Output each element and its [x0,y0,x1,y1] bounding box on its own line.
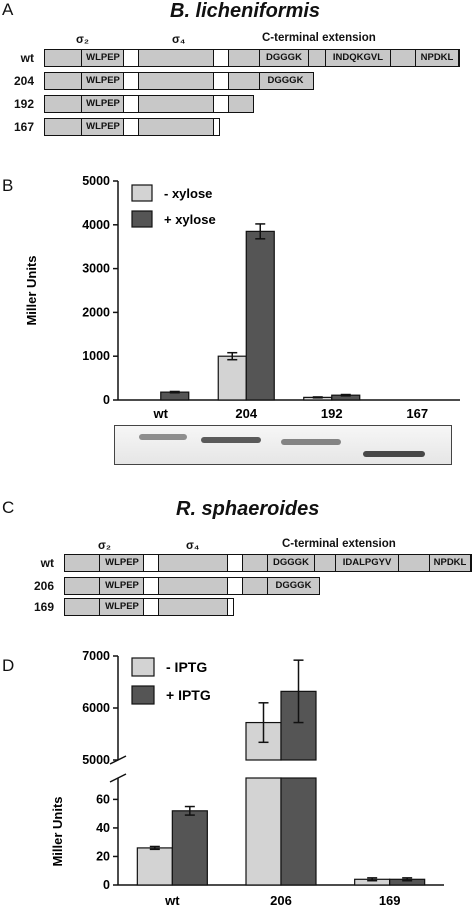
panel-b-chart: 0 1000 2000 3000 4000 5000 Miller Units wt 204 19… [24,174,460,420]
motif-box: NPDKL [429,555,471,571]
gap-box [143,555,159,571]
panel-d-letter: D [2,656,15,675]
gap-box [123,50,139,66]
panel-c-protein-bar-wt: WLPEP DGGGK IDALPGYV NPDKL [64,554,472,572]
motif-box: DGGGK [259,73,311,89]
panel-a-row-label: wt [20,51,34,65]
motif-box: NPDKL [415,50,459,66]
y-tick-label: 1000 [82,349,110,363]
panel-a-cterm-label: C-terminal extension [262,32,376,44]
panel-c-row-label: 169 [33,600,54,614]
y-axis-title: Miller Units [24,255,39,325]
panel-a-protein-bar-204: WLPEP DGGGK [44,72,314,90]
legend-swatch [131,685,155,705]
bar-204-0 [217,355,247,401]
gap-box [213,73,229,89]
panel-c-row-label: 206 [33,579,54,593]
panel-a-row-label: 192 [13,97,34,111]
panel-a-protein-bar-192: WLPEP [44,95,254,113]
motif-box: WLPEP [81,50,125,66]
panel-a-letter: A [2,0,14,19]
gap-box [123,119,139,135]
panel-a-sigma2-label: σ₂ [76,34,89,46]
panel-a-row-label: 167 [13,120,34,134]
legend-label: - xylose [164,186,212,201]
legend-swatch [131,210,153,228]
panel-c-species-title: R. sphaeroides [176,498,320,520]
gap-box [123,73,139,89]
legend-label: + xylose [164,212,216,227]
panel-d-chart: 5000 6000 7000 0 20 40 60 Miller Units wt 206 169 -… [50,649,444,908]
panel-c-sigma4-label: σ₄ [186,540,200,552]
legend-label: - IPTG [166,659,207,675]
y-tick-label: 5000 [82,174,110,188]
motif-box: WLPEP [81,73,125,89]
y-tick-label: 5000 [82,753,110,767]
panel-a-protein-bar-167: WLPEP [44,118,220,136]
bar-204-1 [245,230,275,401]
motif-box: WLPEP [99,578,145,594]
x-tick-label: 206 [270,893,292,908]
y-tick-label: 0 [103,393,110,407]
gel-band [139,434,187,440]
bar-wt-1 [171,810,208,886]
panel-c-protein-bar-169: WLPEP [64,598,234,616]
x-tick-label: 167 [406,406,428,420]
panel-c-letter: C [2,498,15,517]
y-tick-label: 2000 [82,305,110,319]
panel-c-cterm-label: C-terminal extension [282,538,396,550]
y-tick-label: 20 [96,849,110,863]
legend-label: + IPTG [166,687,211,703]
x-tick-label: 204 [235,406,257,420]
motif-box: DGGGK [259,50,309,66]
y-axis-title: Miller Units [50,796,65,866]
panel-c-sigma2-label: σ₂ [98,540,111,552]
x-tick-label: wt [164,893,180,908]
gap-box [143,599,159,615]
gap-box [213,50,229,66]
motif-box: DGGGK [267,555,315,571]
panel-a-row-label: 204 [13,74,34,88]
gap-box [213,119,219,135]
motif-box: INDQKGVL [325,50,391,66]
legend-swatch [131,184,153,202]
x-tick-label: 169 [379,893,401,908]
x-tick-label: wt [153,406,169,420]
panel-a-species-title: B. licheniformis [170,0,321,22]
motif-box: WLPEP [99,599,145,615]
western-blot-gel-image [114,425,452,465]
y-tick-label: 7000 [82,649,110,663]
y-tick-label: 40 [96,821,110,835]
gap-box [227,555,243,571]
motif-box: IDALPGYV [335,555,399,571]
motif-box: WLPEP [99,555,145,571]
bar-wt-0 [136,847,173,886]
motif-box: DGGGK [267,578,319,594]
motif-box: WLPEP [81,119,125,135]
motif-box: WLPEP [81,96,125,112]
gap-box [143,578,159,594]
panel-b-letter: B [2,176,14,195]
y-tick-label: 6000 [82,701,110,715]
y-tick-label: 60 [96,792,110,806]
gel-band [281,439,341,445]
y-tick-label: 4000 [82,218,110,232]
panel-c-row-label: wt [40,556,54,570]
bar-206-0-lower [245,777,282,886]
x-tick-label: 192 [321,406,343,420]
y-tick-label: 0 [103,878,110,892]
gap-box [227,578,243,594]
bar-206-1-lower [280,777,317,886]
gel-band [201,437,261,443]
legend-swatch [131,657,155,677]
gap-box [123,96,139,112]
panel-a-protein-bar-wt: WLPEP DGGGK INDQKGVL NPDKL [44,49,460,67]
axis-break-mark [109,773,127,783]
gap-box [213,96,229,112]
panel-a-sigma4-label: σ₄ [172,34,186,46]
y-tick-label: 3000 [82,262,110,276]
panel-c-protein-bar-206: WLPEP DGGGK [64,577,320,595]
gap-box [227,599,233,615]
gel-band [363,451,425,457]
